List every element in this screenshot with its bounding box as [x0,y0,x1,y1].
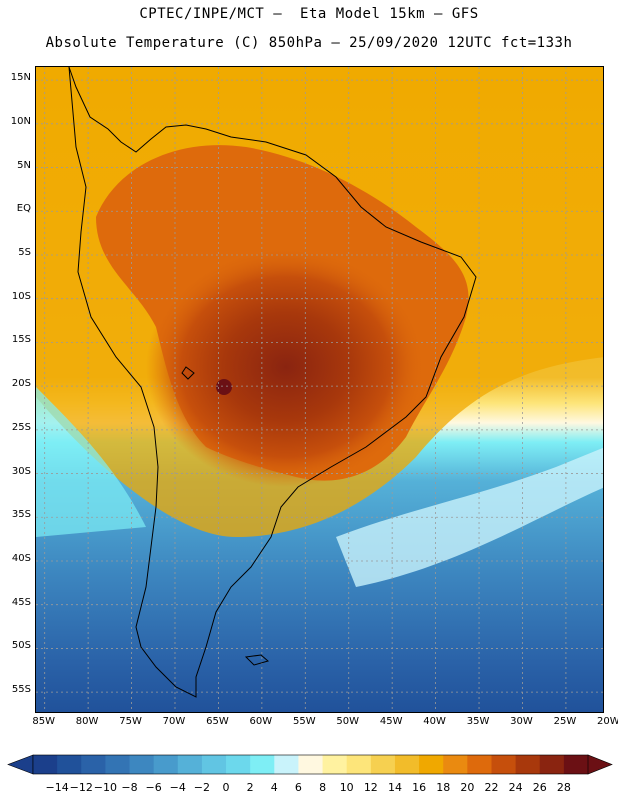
colorbar-tick-label: 0 [222,781,230,794]
colorbar-tick-label: 16 [412,781,427,794]
colorbar-swatch [563,755,589,774]
map-title-line1: CPTEC/INPE/MCT – Eta Model 15km – GFS [139,6,479,22]
colorbar-swatch [467,755,492,774]
colorbar-swatch [346,755,372,774]
colorbar-swatch [491,755,517,774]
colorbar-swatch [370,755,396,774]
colorbar-tick-label: 18 [436,781,451,794]
longitude-label: 75W [119,716,142,727]
longitude-label: 40W [423,716,446,727]
lake-titicaca-outline [181,366,195,380]
colorbar-swatch [129,755,155,774]
latitude-label: 10N [10,115,31,127]
latitude-label: 15N [10,72,31,84]
colorbar-swatch [394,755,420,774]
colorbar-swatch [226,755,251,774]
cool-atlantic-tongue [336,447,603,587]
colorbar-tick-label: 20 [460,781,475,794]
colorbar-swatch [57,755,82,774]
south-america-coastline [68,67,477,698]
colorbar-swatch [177,755,203,774]
latitude-label: EQ [16,203,31,215]
colorbar-tick-label: 10 [339,781,354,794]
colorbar-tick-label: −6 [145,781,162,794]
temperature-colorbar [7,754,613,775]
colorbar-tick-label: 4 [270,781,278,794]
latitude-label: 45S [11,596,31,608]
map-title-line2: Absolute Temperature (C) 850hPa – 25/09/… [45,35,573,51]
longitude-label: 55W [292,716,316,727]
latitude-label: 20S [11,378,31,390]
colorbar-swatch [515,755,541,774]
colorbar-swatch [33,755,58,774]
colorbar-swatch [298,755,324,774]
colorbar-swatch [105,755,131,774]
latitude-label: 15S [11,334,31,346]
colorbar-swatch [419,755,444,774]
latitude-label: 30S [11,465,31,477]
colorbar-swatch [274,755,299,774]
colorbar-tick-label: 28 [556,781,571,794]
colorbar-tick-label: 6 [294,781,302,794]
colorbar-swatch [250,755,275,774]
latitude-label: 40S [11,552,31,564]
colorbar-swatch [322,755,348,774]
longitude-label: 25W [553,716,577,727]
colorbar-tick-label: 26 [532,781,547,794]
colorbar-swatch [201,755,227,774]
colorbar-tick-label: 2 [246,781,254,794]
latitude-label: 25S [11,421,31,433]
longitude-label: 45W [379,716,403,727]
longitude-label: 50W [336,716,360,727]
falkland-islands-outline [244,654,270,666]
latitude-label: 35S [11,509,31,521]
longitude-label: 70W [162,716,186,727]
hot-spot [216,379,232,395]
cold-pacific-patch [36,387,146,537]
colorbar-high-arrow [587,754,613,775]
colorbar-tick-label: −12 [69,781,93,794]
colorbar-tick-label: 22 [484,781,499,794]
hot-core [146,247,426,487]
longitude-label: 60W [249,716,273,727]
longitude-label: 35W [466,716,490,727]
longitude-label: 80W [75,716,99,727]
colorbar-tick-label: −4 [169,781,186,794]
latitude-label: 10S [11,290,31,302]
colorbar-tick-label: −8 [121,781,138,794]
colorbar-swatch [153,755,179,774]
colorbar-tick-label: 14 [387,781,402,794]
latitude-label: 55S [11,684,31,696]
colorbar-tick-label: 24 [508,781,523,794]
colorbar-tick-label: −2 [193,781,211,794]
latitude-label: 5S [18,246,31,258]
latitude-label: 5N [17,159,31,171]
latitude-label: 50S [11,640,31,652]
colorbar-tick-label: 12 [363,781,378,794]
colorbar-tick-label: 8 [319,781,327,794]
colorbar-outline [32,754,589,775]
longitude-label: 65W [206,716,229,727]
longitude-label: 85W [32,716,55,727]
colorbar-tick-label: −14 [45,781,69,794]
longitude-label: 20W [597,716,618,727]
colorbar-swatch [539,755,565,774]
colorbar-swatch [443,755,468,774]
temperature-map [35,66,604,713]
longitude-label: 30W [510,716,533,727]
colorbar-tick-label: −10 [93,781,117,794]
colorbar-swatch [81,755,106,774]
colorbar-low-arrow [7,754,34,775]
